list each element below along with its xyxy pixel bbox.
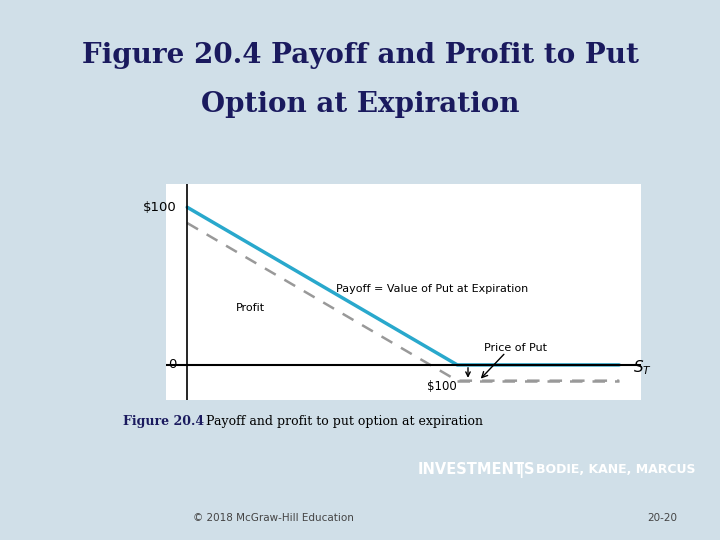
Text: BODIE, KANE, MARCUS: BODIE, KANE, MARCUS	[536, 463, 696, 476]
Text: INVESTMENTS: INVESTMENTS	[418, 462, 535, 477]
Text: © 2018 McGraw-Hill Education: © 2018 McGraw-Hill Education	[193, 513, 354, 523]
Text: $S_T$: $S_T$	[633, 358, 652, 376]
Text: Figure 20.4: Figure 20.4	[123, 415, 204, 428]
Text: Option at Expiration: Option at Expiration	[201, 91, 519, 118]
Text: Profit: Profit	[236, 303, 265, 313]
Text: Payoff and profit to put option at expiration: Payoff and profit to put option at expir…	[206, 415, 483, 428]
Text: Figure 20.4 Payoff and Profit to Put: Figure 20.4 Payoff and Profit to Put	[81, 42, 639, 69]
Text: |: |	[518, 462, 523, 478]
Text: Price of Put: Price of Put	[484, 342, 547, 353]
Text: 0: 0	[168, 359, 176, 372]
Text: $100: $100	[428, 381, 457, 394]
Text: Payoff = Value of Put at Expiration: Payoff = Value of Put at Expiration	[336, 284, 528, 294]
Text: 20-20: 20-20	[647, 513, 678, 523]
Text: $100: $100	[143, 201, 176, 214]
